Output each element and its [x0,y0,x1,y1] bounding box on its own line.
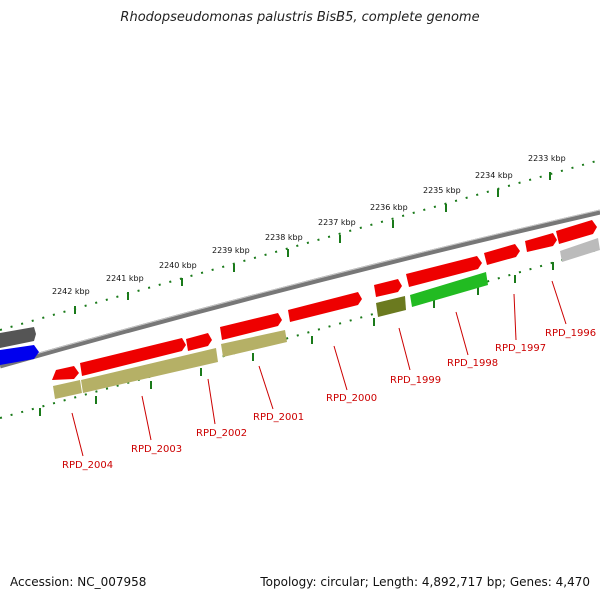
gene-feature-dark-grey[interactable] [0,327,36,348]
kbp-tick-label: 2234 kbp [475,171,513,180]
gene-feature-rpd2002[interactable] [186,333,212,351]
feature-green[interactable] [410,272,488,307]
genome-backbone [0,209,600,369]
genome-summary-label: Topology: circular; Length: 4,892,717 bp… [260,575,590,589]
kbp-tick-label: 2240 kbp [159,261,197,270]
gene-label-rpd1998[interactable]: RPD_1998 [447,358,498,369]
outer-tick-ring [0,159,600,331]
gene-label-lines [71,280,567,457]
gene-labels: RPD_1996 RPD_1997 RPD_1998 RPD_1999 RPD_… [62,328,596,471]
kbp-tick-label: 2241 kbp [106,274,144,283]
plus-strand-features [0,220,597,380]
kbp-tick-label: 2239 kbp [212,246,250,255]
gene-feature-rpd2001[interactable] [220,313,282,340]
kbp-tick-label: 2238 kbp [265,233,303,242]
gene-feature-rpd1996[interactable] [556,220,597,244]
kbp-tick-label: 2242 kbp [52,287,90,296]
kbp-tick-label: 2233 kbp [528,154,566,163]
gene-label-rpd2000[interactable]: RPD_2000 [326,393,377,404]
gene-label-rpd1997[interactable]: RPD_1997 [495,343,546,354]
feature-dark-olive[interactable] [376,296,406,317]
gene-feature-rpd2004[interactable] [52,366,79,380]
gene-feature-rpd2003[interactable] [80,338,186,376]
inner-tick-ring [0,248,600,419]
kbp-tick-label: 2237 kbp [318,218,356,227]
feature-olive[interactable] [221,330,287,357]
gene-label-rpd2004[interactable]: RPD_2004 [62,460,113,471]
gene-label-rpd1996[interactable]: RPD_1996 [545,328,596,339]
gene-label-rpd1999[interactable]: RPD_1999 [390,375,441,386]
kbp-tick-label: 2236 kbp [370,203,408,212]
kbp-tick-label: 2235 kbp [423,186,461,195]
gene-label-rpd2001[interactable]: RPD_2001 [253,412,304,423]
genome-backbone-highlight [0,209,600,365]
accession-label: Accession: NC_007958 [10,575,147,589]
gene-feature-rpd1997[interactable] [484,244,520,265]
feature-grey[interactable] [560,238,600,262]
gene-feature-blue[interactable] [0,345,39,365]
gene-feature-rpd1999[interactable] [374,279,402,297]
gene-feature-red[interactable] [525,233,557,252]
kbp-major-ticks [39,172,554,416]
kbp-labels: 2233 kbp 2234 kbp 2235 kbp 2236 kbp 2237… [52,154,566,296]
gene-feature-rpd1998[interactable] [406,256,482,287]
gene-label-rpd2002[interactable]: RPD_2002 [196,428,247,439]
minus-strand-features [53,238,600,399]
gene-feature-rpd2000[interactable] [288,292,362,322]
gene-label-rpd2003[interactable]: RPD_2003 [131,444,182,455]
feature-olive-long[interactable] [81,348,218,393]
genome-title: Rhodopseudomonas palustris BisB5, comple… [120,10,480,25]
feature-olive-small[interactable] [53,380,82,399]
